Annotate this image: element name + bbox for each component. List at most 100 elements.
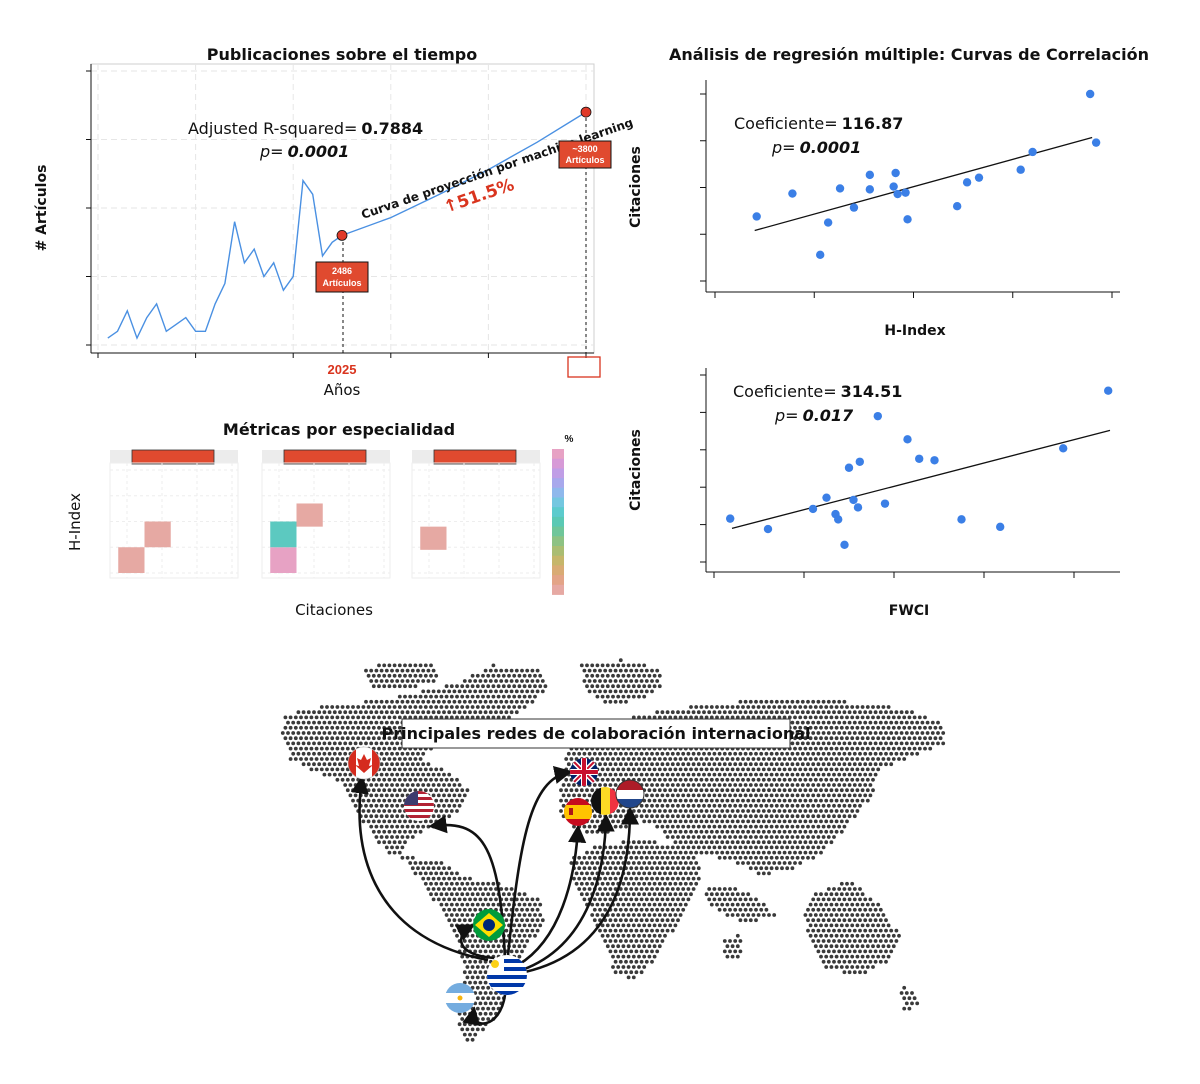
map-dot — [416, 668, 420, 673]
map-dot — [621, 902, 626, 907]
map-dot — [702, 783, 706, 787]
map-dot — [837, 699, 842, 704]
map-dot — [816, 741, 821, 746]
map-dot — [923, 715, 927, 720]
map-dot — [631, 715, 636, 720]
map-dot — [811, 772, 816, 777]
map-dot — [408, 715, 413, 720]
map-dot — [733, 824, 738, 829]
map-dot — [780, 845, 784, 850]
map-dot — [712, 835, 717, 839]
map-dot — [522, 892, 527, 897]
map-dot — [657, 757, 662, 761]
map-dot — [644, 887, 649, 891]
map-dot — [403, 788, 407, 793]
map-dot — [811, 835, 816, 839]
map-dot — [798, 746, 803, 751]
map-dot — [811, 741, 816, 746]
map-dot — [631, 913, 636, 917]
p-annotation: p= 0.0001 — [771, 138, 861, 157]
flag-brazil — [473, 909, 505, 941]
map-dot — [746, 809, 751, 813]
map-dot — [312, 710, 316, 715]
map-dot — [834, 809, 839, 813]
map-dot — [361, 809, 366, 813]
map-dot — [821, 939, 826, 943]
map-dot — [855, 788, 860, 793]
map-dot — [800, 803, 805, 808]
map-dot — [291, 720, 296, 725]
map-dot — [738, 907, 743, 912]
map-dot — [624, 949, 628, 954]
map-dot — [655, 762, 660, 767]
map-dot — [590, 902, 595, 907]
map-dot — [772, 715, 777, 720]
map-dot — [592, 679, 597, 683]
map-dot — [644, 855, 649, 860]
map-dot — [759, 907, 764, 912]
map-dot — [598, 689, 602, 694]
map-dot — [858, 803, 862, 808]
map-dot — [468, 980, 472, 985]
map-dot — [582, 866, 587, 871]
map-dot — [395, 814, 400, 819]
map-dot — [741, 809, 745, 813]
map-dot — [738, 845, 743, 850]
map-dot — [847, 939, 852, 943]
map-dot — [816, 720, 821, 725]
map-dot — [369, 783, 374, 787]
map-dot — [481, 1027, 485, 1032]
map-dot — [634, 918, 639, 923]
map-dot — [592, 751, 597, 756]
map-dot — [608, 845, 613, 850]
map-dot — [717, 793, 722, 798]
map-dot — [863, 907, 868, 912]
map-dot — [520, 699, 524, 704]
map-dot — [808, 715, 813, 720]
map-dot — [530, 668, 535, 673]
map-dot — [748, 803, 753, 808]
map-dot — [413, 694, 418, 699]
map-dot — [699, 705, 704, 709]
map-dot — [748, 855, 753, 860]
map-dot — [293, 746, 298, 751]
map-dot — [707, 793, 712, 798]
map-dot — [423, 788, 428, 793]
map-dot — [616, 965, 621, 969]
map-dot — [468, 970, 472, 975]
map-dot — [785, 751, 790, 756]
map-dot — [504, 679, 509, 683]
map-dot — [702, 814, 706, 819]
map-dot — [834, 933, 839, 938]
map-dot — [403, 819, 407, 824]
map-dot — [722, 939, 727, 943]
map-dot — [481, 673, 485, 678]
map-dot — [751, 902, 756, 907]
map-dot — [860, 913, 865, 917]
map-dot — [312, 741, 316, 746]
map-dot — [652, 923, 657, 928]
map-dot — [306, 720, 311, 725]
map-dot — [673, 892, 678, 897]
map-dot — [410, 866, 415, 871]
map-dot — [863, 928, 868, 933]
map-dot — [530, 918, 535, 923]
map-dot — [436, 772, 441, 777]
map-dot — [699, 788, 704, 793]
map-dot — [871, 913, 875, 917]
map-dot — [650, 855, 654, 860]
map-dot — [884, 928, 888, 933]
map-dot — [605, 933, 610, 938]
map-dot — [806, 751, 810, 756]
map-dot — [499, 939, 504, 943]
map-dot — [585, 684, 589, 689]
map-dot — [670, 783, 675, 787]
map-dot — [418, 715, 423, 720]
map-dot — [686, 814, 691, 819]
map-dot — [621, 923, 626, 928]
map-dot — [647, 892, 652, 897]
map-dot — [767, 757, 771, 761]
map-dot — [676, 710, 680, 715]
map-dot — [488, 1001, 493, 1006]
